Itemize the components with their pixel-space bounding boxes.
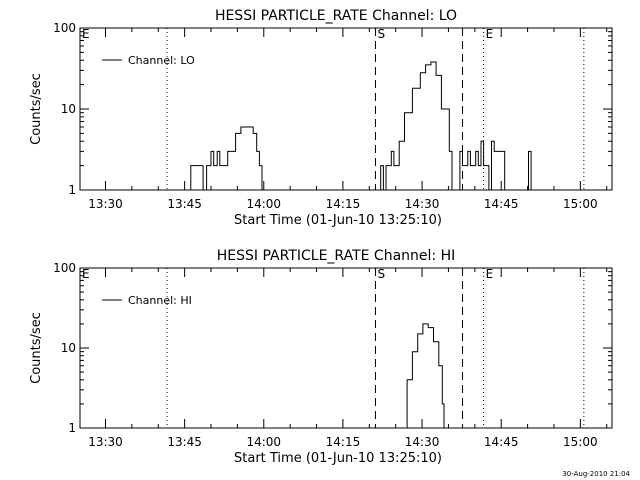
y-axis-label: Counts/sec	[29, 73, 44, 145]
x-tick-label: 15:00	[563, 197, 598, 211]
x-tick-label: 15:00	[563, 435, 598, 449]
x-tick-label: 14:00	[246, 197, 281, 211]
corner-marker-label: E	[82, 267, 90, 281]
plot-timestamp: 30-Aug-2010 21:04	[562, 470, 630, 478]
chart-panel-2: HESSI PARTICLE_RATE Channel: HI 1 10 100 13:…	[29, 248, 613, 466]
x-axis-label: Start Time (01-Jun-10 13:25:10)	[234, 213, 442, 228]
x-tick-label: 14:15	[326, 197, 361, 211]
event-marker-label: E	[486, 27, 494, 41]
legend-entry: Channel: HI	[128, 294, 192, 307]
y-tick-label: 10	[61, 102, 76, 116]
y-tick-label: 100	[53, 21, 76, 35]
y-tick-label: 10	[61, 341, 76, 355]
x-tick-label: 13:45	[167, 435, 202, 449]
corner-marker-label: E	[82, 27, 90, 41]
event-marker-label: S	[377, 27, 385, 41]
x-tick-label: 13:45	[167, 197, 202, 211]
y-axis-label: Counts/sec	[29, 312, 44, 384]
x-tick-label: 13:30	[88, 197, 123, 211]
series-line-segment	[188, 126, 263, 191]
event-marker-label: S	[377, 267, 385, 281]
chart-title: HESSI PARTICLE_RATE Channel: LO	[215, 8, 457, 24]
x-tick-label: 13:30	[88, 435, 123, 449]
y-tick-label: 100	[53, 261, 76, 275]
y-tick-label: 1	[68, 183, 76, 197]
series-line-segment	[378, 61, 512, 191]
x-tick-label: 14:30	[405, 435, 440, 449]
x-tick-label: 14:45	[484, 197, 519, 211]
x-tick-label: 14:45	[484, 435, 519, 449]
chart-panel-1: HESSI PARTICLE_RATE Channel: LO 1 10 100 13:…	[29, 8, 613, 228]
series-line-segment	[523, 150, 532, 191]
event-marker-label: E	[486, 267, 494, 281]
chart-title: HESSI PARTICLE_RATE Channel: HI	[217, 248, 455, 264]
plot-frame	[79, 267, 613, 429]
x-tick-label: 14:30	[405, 197, 440, 211]
plot-frame	[79, 27, 613, 191]
legend-entry: Channel: LO	[128, 54, 195, 67]
x-tick-label: 14:00	[246, 435, 281, 449]
x-axis-label: Start Time (01-Jun-10 13:25:10)	[234, 451, 442, 466]
series-line-segment	[401, 323, 445, 429]
y-tick-label: 1	[68, 421, 76, 435]
x-tick-label: 14:15	[326, 435, 361, 449]
